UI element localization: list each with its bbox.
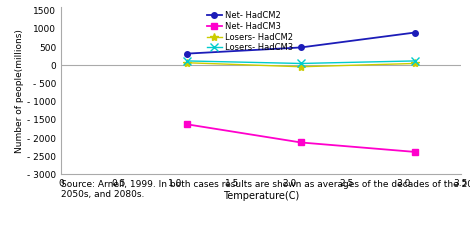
Losers- HadCM2 [184,61,189,64]
Legend: Net- HadCM2, Net- HadCM3, Losers- HadCM2, Losers- HadCM3: Net- HadCM2, Net- HadCM3, Losers- HadCM2… [205,10,295,54]
X-axis label: Temperature(C): Temperature(C) [223,191,299,201]
Losers- HadCM2 [412,62,418,65]
Text: Source: Arnell, 1999. In both cases results are shown as averages of the decades: Source: Arnell, 1999. In both cases resu… [61,180,470,200]
Net- HadCM3 [184,123,189,126]
Losers- HadCM3 [298,62,304,65]
Losers- HadCM3 [412,59,418,62]
Line: Losers- HadCM2: Losers- HadCM2 [182,59,419,71]
Net- HadCM3 [298,141,304,144]
Net- HadCM2 [412,31,418,34]
Line: Net- HadCM3: Net- HadCM3 [184,121,418,155]
Net- HadCM2 [184,52,189,55]
Losers- HadCM3 [184,59,189,62]
Y-axis label: Number of people(millions): Number of people(millions) [16,29,24,153]
Net- HadCM2 [298,46,304,49]
Line: Net- HadCM2: Net- HadCM2 [184,30,418,56]
Net- HadCM3 [412,150,418,153]
Line: Losers- HadCM3: Losers- HadCM3 [182,57,419,68]
Losers- HadCM2 [298,65,304,68]
